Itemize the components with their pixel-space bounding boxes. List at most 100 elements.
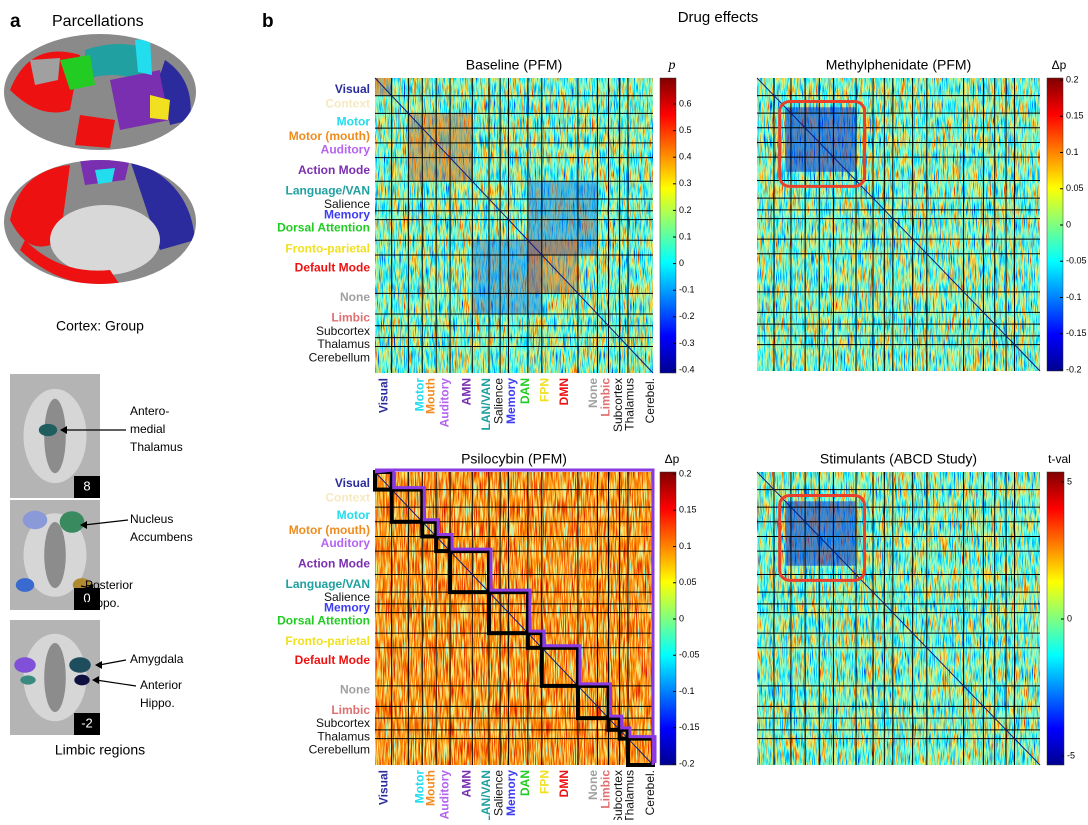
- diagonal-block: [448, 549, 491, 595]
- annotation: Anterior: [140, 678, 182, 692]
- colorbar-tick-label: 0.4: [679, 152, 692, 162]
- network-label: Dorsal Attention: [277, 221, 370, 235]
- colorbar-tick-label: 0.5: [679, 125, 692, 135]
- network-abbreviation: None: [586, 378, 600, 408]
- region: [22, 510, 48, 530]
- colorbar-tick-label: -0.05: [679, 650, 700, 660]
- network-abbreviation: LAN/VAN: [479, 770, 493, 820]
- network-label: Motor: [337, 114, 371, 128]
- region: [74, 674, 90, 686]
- network-label: Cerebellum: [309, 743, 370, 757]
- network-label: Motor (mouth): [289, 129, 370, 143]
- network-abbreviation: AMN: [460, 770, 474, 797]
- network-abbreviation: DMN: [557, 770, 571, 797]
- matrices: Baseline (PFM) p 0.6 0.5 0.4 0.3 0.2 0.1 0 -0.1 -0…: [277, 57, 1086, 824]
- colorbar-tick-label: 0: [679, 258, 684, 268]
- colorbar-tick-label: 0: [1067, 613, 1072, 623]
- colorbar-tick-label: 0.1: [679, 231, 692, 241]
- diagonal-block: [434, 534, 453, 554]
- colorbar-tick-label: 0.1: [1066, 147, 1079, 157]
- network-label: Visual: [335, 82, 370, 96]
- network-abbreviation: FPN: [538, 378, 552, 402]
- network-label: None: [340, 682, 370, 696]
- colorbar-tick-label: 5: [1067, 476, 1072, 486]
- colorbar-tick-label: 0.2: [1066, 74, 1079, 84]
- region: [20, 675, 36, 685]
- colorbar-tick-label: 0: [679, 613, 684, 623]
- network-abbreviation: LAN/VAN: [479, 378, 493, 430]
- network-label: Limbic: [331, 703, 370, 717]
- colorbar-tick-label: -0.2: [679, 311, 695, 321]
- network-abbreviation: Limbic: [599, 770, 613, 809]
- network-abbreviation: None: [586, 770, 600, 800]
- region: [38, 423, 58, 437]
- diagonal: [756, 471, 1041, 766]
- arrow-head: [60, 426, 67, 434]
- network-abbreviation: Thalamus: [622, 378, 636, 431]
- matrix-title: Stimulants (ABCD Study): [820, 451, 977, 467]
- network-abbreviation: DAN: [518, 770, 532, 796]
- diagonal-block: [575, 683, 611, 721]
- arrow-head: [86, 584, 93, 592]
- network-abbreviation: DMN: [557, 378, 571, 405]
- matrix-title: Baseline (PFM): [466, 57, 562, 73]
- colorbar-tick-label: -0.2: [1066, 364, 1082, 374]
- network-label: Memory: [324, 600, 370, 614]
- network-abbreviation: Cerebel.: [643, 770, 657, 815]
- network-abbreviation: Visual: [376, 378, 390, 413]
- colorbar-tick-label: -0.1: [1066, 292, 1082, 302]
- network-label: Salience: [324, 590, 370, 604]
- network-abbreviation: DAN: [518, 378, 532, 404]
- caption: Cortex: Group: [56, 318, 144, 334]
- network-label: Memory: [324, 207, 370, 221]
- annotation: Amygdala: [130, 652, 184, 666]
- network-abbreviation: Subcortex: [611, 770, 625, 820]
- network-label: Motor: [337, 508, 371, 522]
- network-abbreviation: Memory: [504, 770, 518, 816]
- slice-number: 8: [83, 478, 90, 493]
- matrix-title: Methylphenidate (PFM): [826, 57, 972, 73]
- matrix-block: [527, 181, 598, 255]
- arrow-head: [95, 661, 102, 669]
- slice-anatomy: [44, 643, 66, 712]
- colorbar-tick-label: 0.6: [679, 98, 692, 108]
- colorbar-tick-label: 0.2: [679, 205, 692, 215]
- colorbar: [659, 77, 677, 374]
- slice-number-box: [74, 713, 100, 735]
- matrix-block: [472, 240, 542, 314]
- colorbar-tick-label: 0.15: [679, 505, 697, 515]
- network-abbreviation: Motor: [412, 770, 426, 804]
- network-label: Salience: [324, 197, 370, 211]
- network-abbreviation: Limbic: [599, 378, 613, 417]
- network-label: Dorsal Attention: [277, 614, 370, 628]
- slice-number: -2: [81, 715, 93, 730]
- network-label: Context: [325, 97, 370, 111]
- arrow: [83, 519, 129, 526]
- colorbar-tick-label: -0.15: [679, 722, 700, 732]
- arrow: [98, 659, 127, 666]
- slice-number: 0: [83, 590, 90, 605]
- network-abbreviation: FPN: [538, 770, 552, 794]
- network-label: Action Mode: [298, 163, 370, 177]
- annotation: medial: [130, 422, 165, 436]
- brain-lateral: [4, 34, 196, 150]
- colorbar-tick-label: 0.05: [1066, 183, 1084, 193]
- network-label: Default Mode: [295, 653, 371, 667]
- network-label: Language/VAN: [286, 577, 370, 591]
- diagonal-block: [617, 727, 630, 741]
- panel-title: Drug effects: [678, 9, 759, 26]
- diagonal-block: [606, 716, 622, 732]
- slice-anatomy: [44, 398, 66, 474]
- network-label: Thalamus: [317, 729, 370, 743]
- network-abbreviation: Auditory: [437, 378, 451, 428]
- network-label: Auditory: [321, 536, 371, 550]
- colorbar-tick-label: -0.2: [679, 758, 695, 768]
- annotation: Hippo.: [85, 596, 120, 610]
- network-label: None: [340, 290, 370, 304]
- colorbar-tick-label: 0.05: [679, 577, 697, 587]
- annotation: Nucleus: [130, 512, 173, 526]
- colorbar-tick-label: -0.1: [679, 686, 695, 696]
- annotation: Posterior: [85, 578, 133, 592]
